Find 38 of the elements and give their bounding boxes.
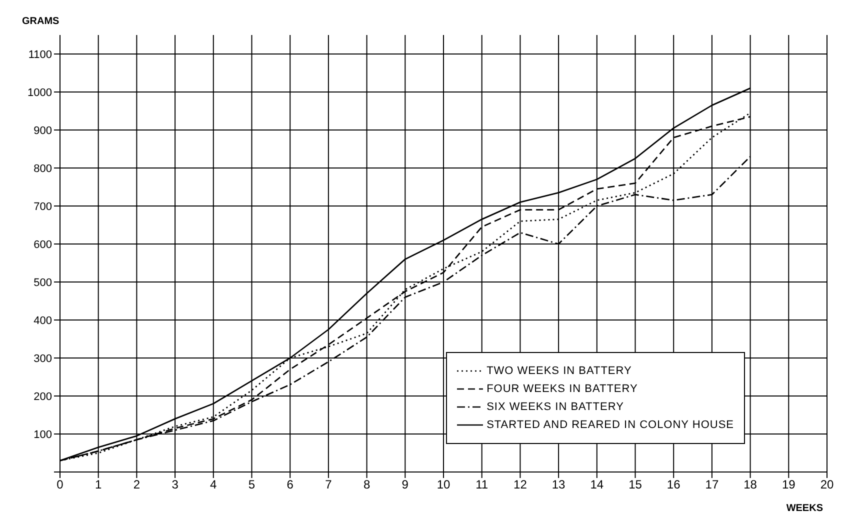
legend-label: SIX WEEKS IN BATTERY <box>486 401 624 413</box>
x-tick-label: 11 <box>476 478 488 492</box>
y-tick-label: 800 <box>34 162 52 175</box>
x-tick-label: 5 <box>248 478 256 492</box>
x-tick-label: 8 <box>363 478 370 492</box>
legend-label: FOUR WEEKS IN BATTERY <box>486 383 638 395</box>
x-tick-label: 17 <box>705 478 719 492</box>
y-tick-label: 700 <box>34 200 52 213</box>
y-tick-label: 600 <box>34 238 52 251</box>
y-tick-label: 300 <box>34 352 52 365</box>
y-tick-label: 500 <box>34 276 52 289</box>
x-tick-label: 7 <box>325 478 332 492</box>
y-tick-label: 900 <box>34 124 52 137</box>
legend-label: STARTED AND REARED IN COLONY HOUSE <box>486 419 734 431</box>
x-tick-label: 18 <box>744 478 758 492</box>
y-tick-label: 1000 <box>28 86 52 99</box>
x-axis-title: WEEKS <box>786 503 823 514</box>
y-tick-label: 200 <box>34 390 52 403</box>
x-tick-label: 20 <box>820 478 834 492</box>
x-tick-label: 16 <box>666 478 681 492</box>
x-tick-label: 2 <box>133 478 140 492</box>
x-tick-label: 0 <box>56 478 64 492</box>
y-tick-label: 1100 <box>28 48 52 61</box>
x-tick-label: 15 <box>628 478 642 492</box>
x-tick-label: 12 <box>514 478 528 492</box>
x-tick-label: 4 <box>210 478 218 492</box>
x-tick-label: 1 <box>95 478 102 492</box>
x-tick-label: 13 <box>552 478 566 492</box>
x-tick-label: 9 <box>402 478 409 492</box>
x-tick-label: 19 <box>782 478 796 492</box>
y-tick-label: 400 <box>34 314 52 327</box>
y-axis-title: GRAMS <box>22 16 60 27</box>
x-tick-label: 6 <box>286 478 294 492</box>
x-tick-label: 10 <box>436 478 450 492</box>
y-tick-label: 100 <box>34 428 52 441</box>
x-tick-label: 14 <box>590 478 604 492</box>
legend-label: TWO WEEKS IN BATTERY <box>486 365 632 377</box>
x-tick-label: 3 <box>172 478 179 492</box>
